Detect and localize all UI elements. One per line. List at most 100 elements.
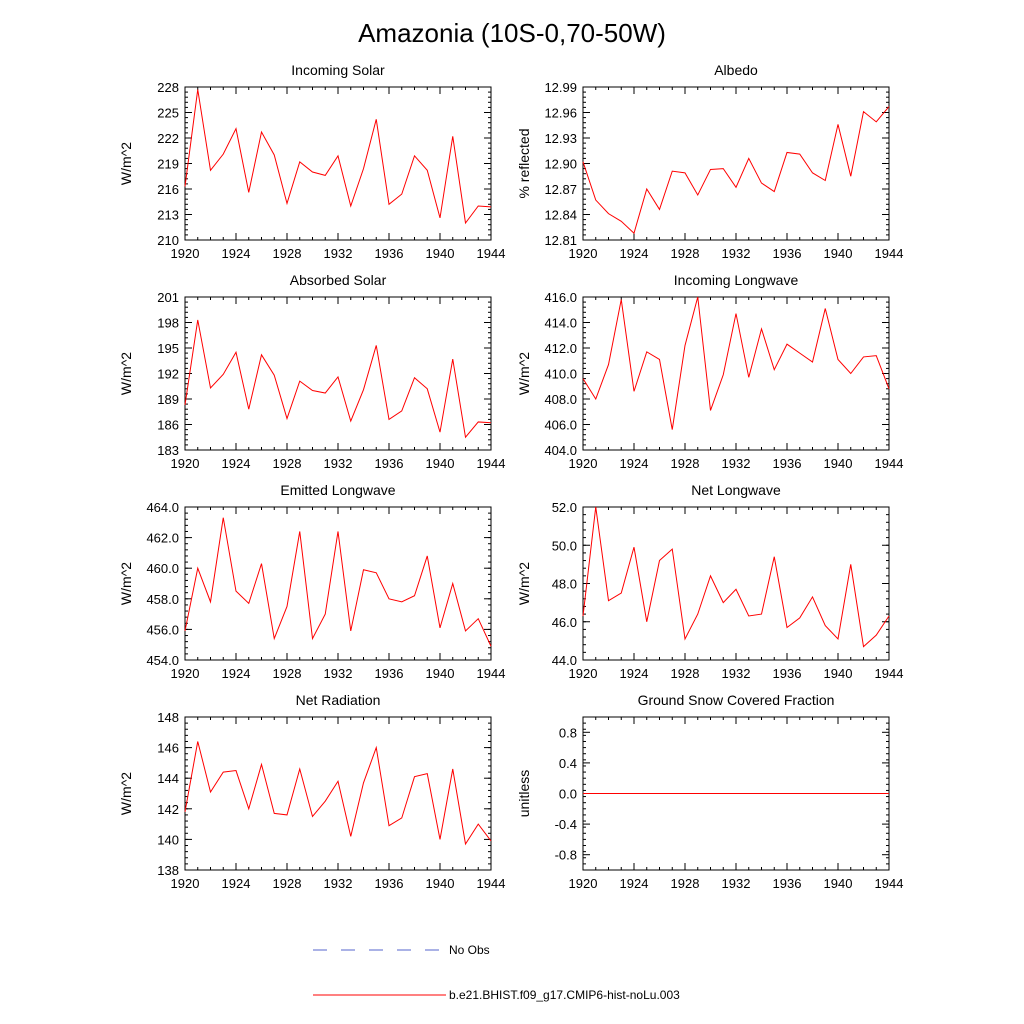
x-tick-label: 1936 [773, 246, 802, 261]
plot-frame [582, 506, 890, 661]
panel-title: Emitted Longwave [280, 482, 395, 498]
y-tick-label: 48.0 [552, 577, 577, 592]
chart-panel-4: Incoming Longwave W/m^2 1920 1924 1928 1932 19… [516, 272, 903, 471]
y-tick-label: 0.4 [559, 756, 577, 771]
x-tick-label: 1936 [375, 666, 404, 681]
x-tick-label: 1920 [171, 246, 200, 261]
legend-obs-label: No Obs [449, 943, 490, 957]
y-tick-label: 12.96 [544, 106, 577, 121]
plot-frame [582, 86, 890, 241]
y-axis-label: W/m^2 [118, 562, 134, 605]
series-line [582, 296, 890, 430]
y-tick-label: 144 [157, 771, 179, 786]
y-tick-label: 412.0 [544, 341, 577, 356]
chart-panel-8: Ground Snow Covered Fraction unitless 1920… [516, 692, 903, 891]
x-tick-label: 1940 [824, 456, 853, 471]
y-tick-label: 456.0 [146, 622, 179, 637]
series-line [582, 106, 890, 235]
y-tick-label: 222 [157, 131, 179, 146]
y-tick-label: 52.0 [552, 500, 577, 515]
x-tick-label: 1924 [620, 246, 649, 261]
y-tick-label: 140 [157, 832, 179, 847]
x-tick-label: 1944 [875, 876, 904, 891]
x-tick-label: 1940 [824, 876, 853, 891]
y-tick-label: 210 [157, 233, 179, 248]
series-line [184, 741, 492, 846]
x-tick-label: 1924 [620, 666, 649, 681]
y-tick-label: 219 [157, 157, 179, 172]
x-tick-label: 1936 [773, 666, 802, 681]
y-tick-label: 0.8 [559, 725, 577, 740]
x-tick-label: 1932 [324, 666, 353, 681]
x-tick-label: 1936 [375, 876, 404, 891]
y-tick-label: 404.0 [544, 443, 577, 458]
x-tick-label: 1920 [171, 456, 200, 471]
y-tick-label: 142 [157, 802, 179, 817]
chart-panel-3: Absorbed Solar W/m^2 1920 1924 1928 1932 1936 1… [118, 272, 505, 471]
y-tick-label: 225 [157, 106, 179, 121]
x-tick-label: 1928 [273, 666, 302, 681]
panels: Incoming Solar W/m^2 1920 1924 1928 1932 1936 1… [118, 62, 903, 891]
x-tick-label: 1928 [671, 666, 700, 681]
series-line [582, 506, 890, 648]
x-tick-label: 1944 [477, 876, 506, 891]
x-tick-label: 1928 [671, 246, 700, 261]
panel-title: Incoming Longwave [674, 272, 799, 288]
y-axis-label: % reflected [516, 128, 532, 198]
panel-title: Absorbed Solar [290, 272, 387, 288]
y-tick-label: 464.0 [146, 500, 179, 515]
y-tick-label: 462.0 [146, 531, 179, 546]
y-tick-label: 195 [157, 341, 179, 356]
chart-panel-2: Albedo % reflected 1920 1924 1928 1932 1936 194… [516, 62, 903, 261]
plot-frame [582, 296, 890, 451]
legend-model-label: b.e21.BHIST.f09_g17.CMIP6-hist-noLu.003 [449, 988, 680, 1002]
y-tick-label: 189 [157, 392, 179, 407]
y-tick-label: 12.99 [544, 80, 577, 95]
y-tick-label: 408.0 [544, 392, 577, 407]
x-tick-label: 1920 [171, 666, 200, 681]
x-tick-label: 1920 [171, 876, 200, 891]
figure-title: Amazonia (10S-0,70-50W) [358, 18, 666, 48]
series-line [184, 517, 492, 647]
plot-frame [184, 506, 492, 661]
y-tick-label: 183 [157, 443, 179, 458]
x-tick-label: 1924 [620, 876, 649, 891]
x-tick-label: 1920 [569, 876, 598, 891]
x-tick-label: 1924 [620, 456, 649, 471]
panel-title: Incoming Solar [291, 62, 385, 78]
x-tick-label: 1936 [375, 246, 404, 261]
panel-title: Albedo [714, 62, 758, 78]
y-tick-label: 146 [157, 741, 179, 756]
x-tick-label: 1932 [324, 876, 353, 891]
y-tick-label: 458.0 [146, 592, 179, 607]
y-tick-label: 0.0 [559, 787, 577, 802]
x-tick-label: 1920 [569, 246, 598, 261]
y-tick-label: 12.87 [544, 182, 577, 197]
x-tick-label: 1932 [324, 456, 353, 471]
x-tick-label: 1928 [273, 246, 302, 261]
x-tick-label: 1940 [426, 666, 455, 681]
y-tick-label: 12.81 [544, 233, 577, 248]
y-tick-label: 410.0 [544, 367, 577, 382]
x-tick-label: 1924 [222, 666, 251, 681]
y-tick-label: 198 [157, 316, 179, 331]
y-axis-label: W/m^2 [516, 352, 532, 395]
x-tick-label: 1920 [569, 666, 598, 681]
y-axis-label: W/m^2 [118, 772, 134, 815]
x-tick-label: 1932 [722, 456, 751, 471]
x-tick-label: 1936 [375, 456, 404, 471]
x-tick-label: 1940 [426, 456, 455, 471]
y-tick-label: 454.0 [146, 653, 179, 668]
x-tick-label: 1920 [569, 456, 598, 471]
chart-panel-1: Incoming Solar W/m^2 1920 1924 1928 1932 1936 1… [118, 62, 505, 261]
y-axis-label: W/m^2 [118, 142, 134, 185]
y-tick-label: 460.0 [146, 561, 179, 576]
x-tick-label: 1940 [824, 666, 853, 681]
x-tick-label: 1932 [722, 876, 751, 891]
x-tick-label: 1932 [324, 246, 353, 261]
chart-panel-7: Net Radiation W/m^2 1920 1924 1928 1932 1936 19… [118, 692, 505, 891]
y-tick-label: 414.0 [544, 316, 577, 331]
legend: No Obs b.e21.BHIST.f09_g17.CMIP6-hist-no… [313, 943, 680, 1002]
y-tick-label: 46.0 [552, 615, 577, 630]
